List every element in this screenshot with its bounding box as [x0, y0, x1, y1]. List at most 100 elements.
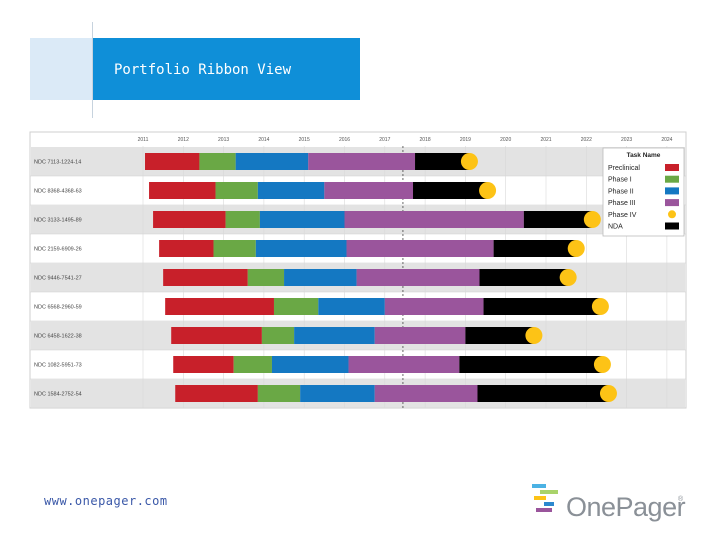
phase-bar — [271, 356, 349, 373]
footer-url[interactable]: www.onepager.com — [44, 494, 168, 508]
logo-wordmark: OnePager — [566, 492, 686, 522]
phase-iv-milestone — [525, 327, 543, 344]
phase-bar — [374, 385, 478, 402]
phase-bar — [477, 385, 609, 402]
phase-bar — [374, 327, 466, 344]
legend-label: Preclinical — [608, 165, 640, 172]
phase-bar — [479, 269, 569, 286]
phase-iv-milestone — [591, 298, 609, 315]
phase-bar — [324, 182, 414, 199]
phase-bar — [171, 327, 262, 344]
phase-bar — [257, 182, 325, 199]
legend-swatch — [665, 199, 679, 207]
phase-bar — [199, 153, 236, 170]
logo-bar — [532, 484, 546, 488]
row-label: NDC 8368-4368-63 — [34, 189, 82, 195]
legend-label: Phase I — [608, 177, 632, 184]
phase-bar — [294, 327, 375, 344]
phase-bar — [233, 356, 272, 373]
logo-bar — [536, 508, 552, 512]
phase-iv-milestone — [567, 240, 585, 257]
phase-bar — [356, 269, 480, 286]
phase-bar — [261, 327, 295, 344]
x-tick-label: 2018 — [420, 137, 431, 143]
phase-bar — [346, 240, 494, 257]
row-label: NDC 1082-5951-73 — [34, 363, 82, 369]
logo-bar — [540, 490, 558, 494]
phase-iv-milestone — [583, 211, 601, 228]
x-tick-label: 2016 — [339, 137, 350, 143]
logo-registered-mark: ® — [678, 496, 684, 503]
phase-iv-milestone — [460, 153, 478, 170]
phase-bar — [255, 240, 347, 257]
legend-title: Task Name — [627, 152, 661, 159]
phase-bar — [145, 153, 200, 170]
row-label: NDC 2159-6909-26 — [34, 247, 82, 253]
x-tick-label: 2011 — [138, 137, 149, 143]
title-banner — [93, 38, 360, 100]
phase-bar — [284, 269, 357, 286]
phase-bar — [384, 298, 484, 315]
row-label: NDC 7113-1224-14 — [34, 160, 81, 166]
phase-bar — [215, 182, 258, 199]
phase-iv-milestone — [599, 385, 617, 402]
phase-bar — [523, 211, 593, 228]
title-accent-block — [30, 38, 93, 100]
phase-bar — [300, 385, 375, 402]
phase-bar — [213, 240, 256, 257]
x-tick-label: 2012 — [178, 137, 189, 143]
phase-bar — [173, 356, 234, 373]
phase-bar — [159, 240, 214, 257]
x-tick-label: 2023 — [621, 137, 632, 143]
phase-bar — [273, 298, 319, 315]
phase-bar — [149, 182, 216, 199]
x-tick-label: 2024 — [661, 137, 672, 143]
legend-swatch — [665, 222, 679, 230]
row-label: NDC 1584-2752-54 — [34, 392, 82, 398]
phase-bar — [465, 327, 534, 344]
legend-swatch — [665, 187, 679, 195]
x-tick-label: 2022 — [581, 137, 592, 143]
row-label: NDC 3133-1495-89 — [34, 218, 82, 224]
row-label: NDC 9446-7541-27 — [34, 276, 82, 282]
phase-bar — [415, 153, 470, 170]
title-divider — [92, 22, 93, 118]
x-tick-label: 2020 — [500, 137, 511, 143]
phase-bar — [344, 211, 524, 228]
phase-bar — [308, 153, 416, 170]
phase-iv-milestone — [479, 182, 497, 199]
x-tick-label: 2015 — [299, 137, 310, 143]
phase-bar — [235, 153, 309, 170]
legend-label: NDA — [608, 224, 623, 231]
legend-label: Phase IV — [608, 212, 637, 219]
phase-bar — [163, 269, 248, 286]
slide-title: Portfolio Ribbon View — [114, 62, 292, 78]
phase-bar — [247, 269, 285, 286]
x-tick-label: 2017 — [379, 137, 390, 143]
phase-iv-milestone — [593, 356, 611, 373]
onepager-logo: OnePager ® — [530, 480, 690, 522]
logo-bar — [534, 496, 546, 500]
x-tick-label: 2021 — [540, 137, 551, 143]
legend-label: Phase II — [608, 188, 634, 195]
phase-bar — [153, 211, 226, 228]
x-tick-label: 2019 — [460, 137, 471, 143]
x-tick-label: 2013 — [218, 137, 229, 143]
legend-swatch — [665, 175, 679, 183]
phase-bar — [483, 298, 601, 315]
phase-bar — [165, 298, 274, 315]
phase-bar — [493, 240, 577, 257]
phase-bar — [348, 356, 460, 373]
phase-bar — [225, 211, 260, 228]
phase-bar — [259, 211, 345, 228]
phase-iv-milestone — [559, 269, 577, 286]
phase-bar — [413, 182, 488, 199]
legend-swatch — [665, 164, 679, 171]
logo-bar — [544, 502, 554, 506]
legend-label: Phase III — [608, 200, 636, 207]
row-label: NDC 6458-1622-38 — [34, 334, 82, 340]
phase-bar — [257, 385, 301, 402]
x-tick-label: 2014 — [258, 137, 269, 143]
phase-bar — [459, 356, 603, 373]
